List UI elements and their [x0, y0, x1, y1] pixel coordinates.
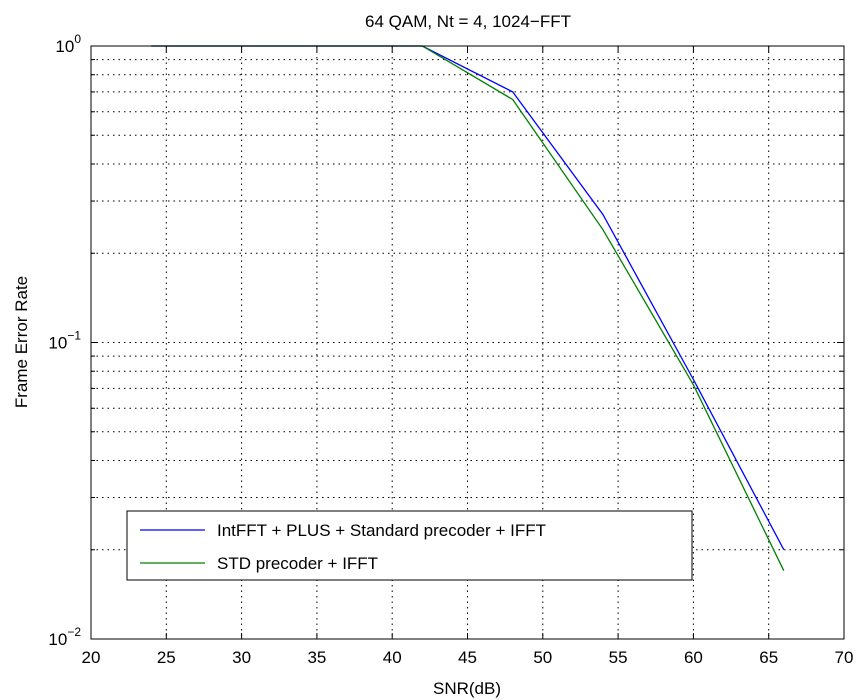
x-tick-label: 40: [383, 648, 402, 667]
grid-lines: [91, 46, 844, 639]
y-tick-base: 10: [48, 630, 67, 649]
x-tick-label: 70: [835, 648, 854, 667]
y-tick-exponent: 0: [74, 32, 81, 46]
x-tick-label: 50: [533, 648, 552, 667]
x-tick-label: 65: [759, 648, 778, 667]
y-tick-base: 10: [55, 37, 74, 56]
x-tick-label: 60: [684, 648, 703, 667]
chart-title: 64 QAM, Nt = 4, 1024−FFT: [365, 12, 571, 31]
x-tick-label: 20: [82, 648, 101, 667]
x-tick-label: 25: [157, 648, 176, 667]
legend-label-intfft: IntFFT + PLUS + Standard precoder + IFFT: [217, 521, 546, 540]
x-tick-label: 35: [307, 648, 326, 667]
x-tick-label: 45: [458, 648, 477, 667]
y-tick-exponent: −2: [67, 625, 81, 639]
legend-box: [126, 510, 693, 581]
legend-label-std: STD precoder + IFFT: [217, 554, 378, 573]
x-tick-label: 55: [609, 648, 628, 667]
y-tick-label: 10−2: [48, 625, 81, 649]
y-tick-exponent: −1: [67, 329, 81, 343]
y-tick-label: 10−1: [48, 329, 81, 353]
y-tick-label: 100: [55, 32, 81, 56]
y-tick-base: 10: [48, 334, 67, 353]
y-axis-label: Frame Error Rate: [12, 276, 31, 408]
legend: IntFFT + PLUS + Standard precoder + IFFT…: [126, 510, 693, 581]
x-axis-label: SNR(dB): [433, 679, 501, 698]
x-tick-label: 30: [232, 648, 251, 667]
